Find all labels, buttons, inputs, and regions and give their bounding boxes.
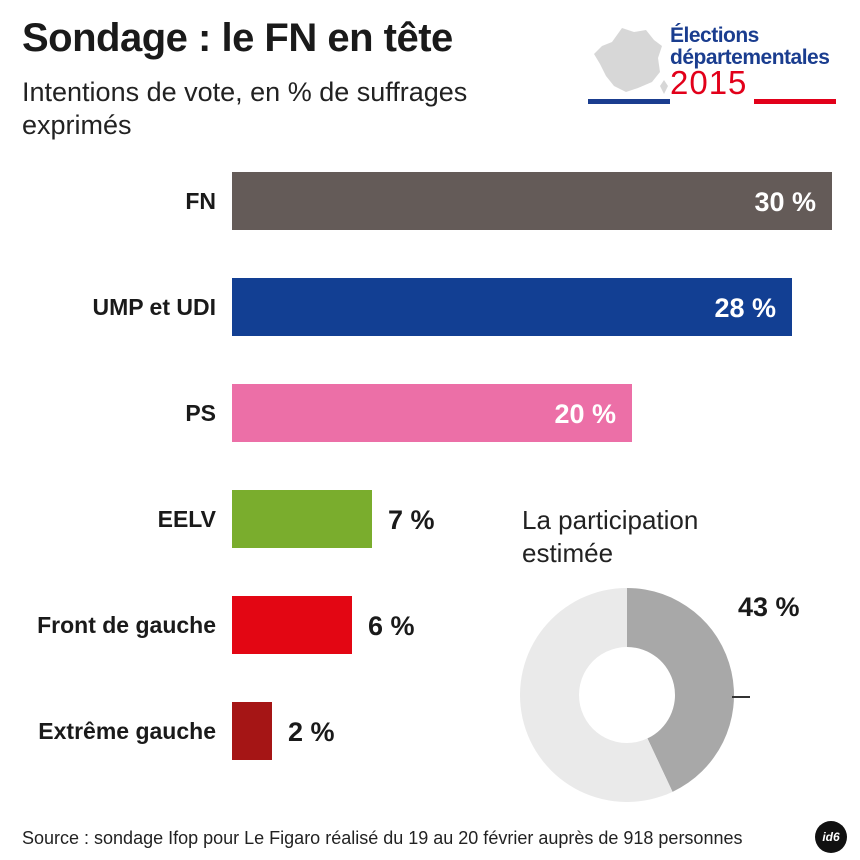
value-label: 2 % xyxy=(288,717,335,747)
logo-stripe-blue xyxy=(588,99,670,104)
category-label: EELV xyxy=(158,506,217,532)
source-note: Source : sondage Ifop pour Le Figaro réa… xyxy=(22,828,743,848)
leader-line xyxy=(732,696,750,698)
value-label: 30 % xyxy=(754,187,816,217)
logo-year: 2015 xyxy=(670,64,748,101)
elections-logo: Élections départementales 2015 xyxy=(588,20,838,110)
category-label: UMP et UDI xyxy=(92,294,216,320)
logo-line2: départementales xyxy=(670,46,830,69)
category-label: FN xyxy=(185,188,216,214)
category-label: Extrême gauche xyxy=(38,718,216,744)
chart-title: Sondage : le FN en tête xyxy=(22,16,453,60)
brand-logo: id6 xyxy=(815,821,847,853)
bar-chart: FN 30 % UMP et UDI 28 % PS 20 % EELV 7 % Front d… xyxy=(37,172,832,760)
donut-value-label: 43 % xyxy=(738,592,800,622)
bar-2 xyxy=(232,384,632,442)
value-label: 6 % xyxy=(368,611,415,641)
france-map-icon xyxy=(594,28,668,94)
value-label: 20 % xyxy=(554,399,616,429)
value-label: 7 % xyxy=(388,505,435,535)
logo-stripe-white xyxy=(670,99,754,104)
donut-slice-0 xyxy=(627,588,734,792)
bar-4 xyxy=(232,596,352,654)
france-map-shape xyxy=(594,28,668,94)
chart-subtitle: Intentions de vote, en % de suffrages ex… xyxy=(22,77,468,140)
bar-5 xyxy=(232,702,272,760)
value-label: 28 % xyxy=(714,293,776,323)
category-label: Front de gauche xyxy=(37,612,216,638)
participation-title: La participation estimée xyxy=(522,505,699,568)
bar-1 xyxy=(232,278,792,336)
bar-3 xyxy=(232,490,372,548)
participation-donut xyxy=(520,588,750,802)
category-label: PS xyxy=(185,400,216,426)
logo-stripe-red xyxy=(754,99,836,104)
bar-0 xyxy=(232,172,832,230)
logo-line1: Élections xyxy=(670,24,759,47)
donut-slice-1 xyxy=(520,588,673,802)
